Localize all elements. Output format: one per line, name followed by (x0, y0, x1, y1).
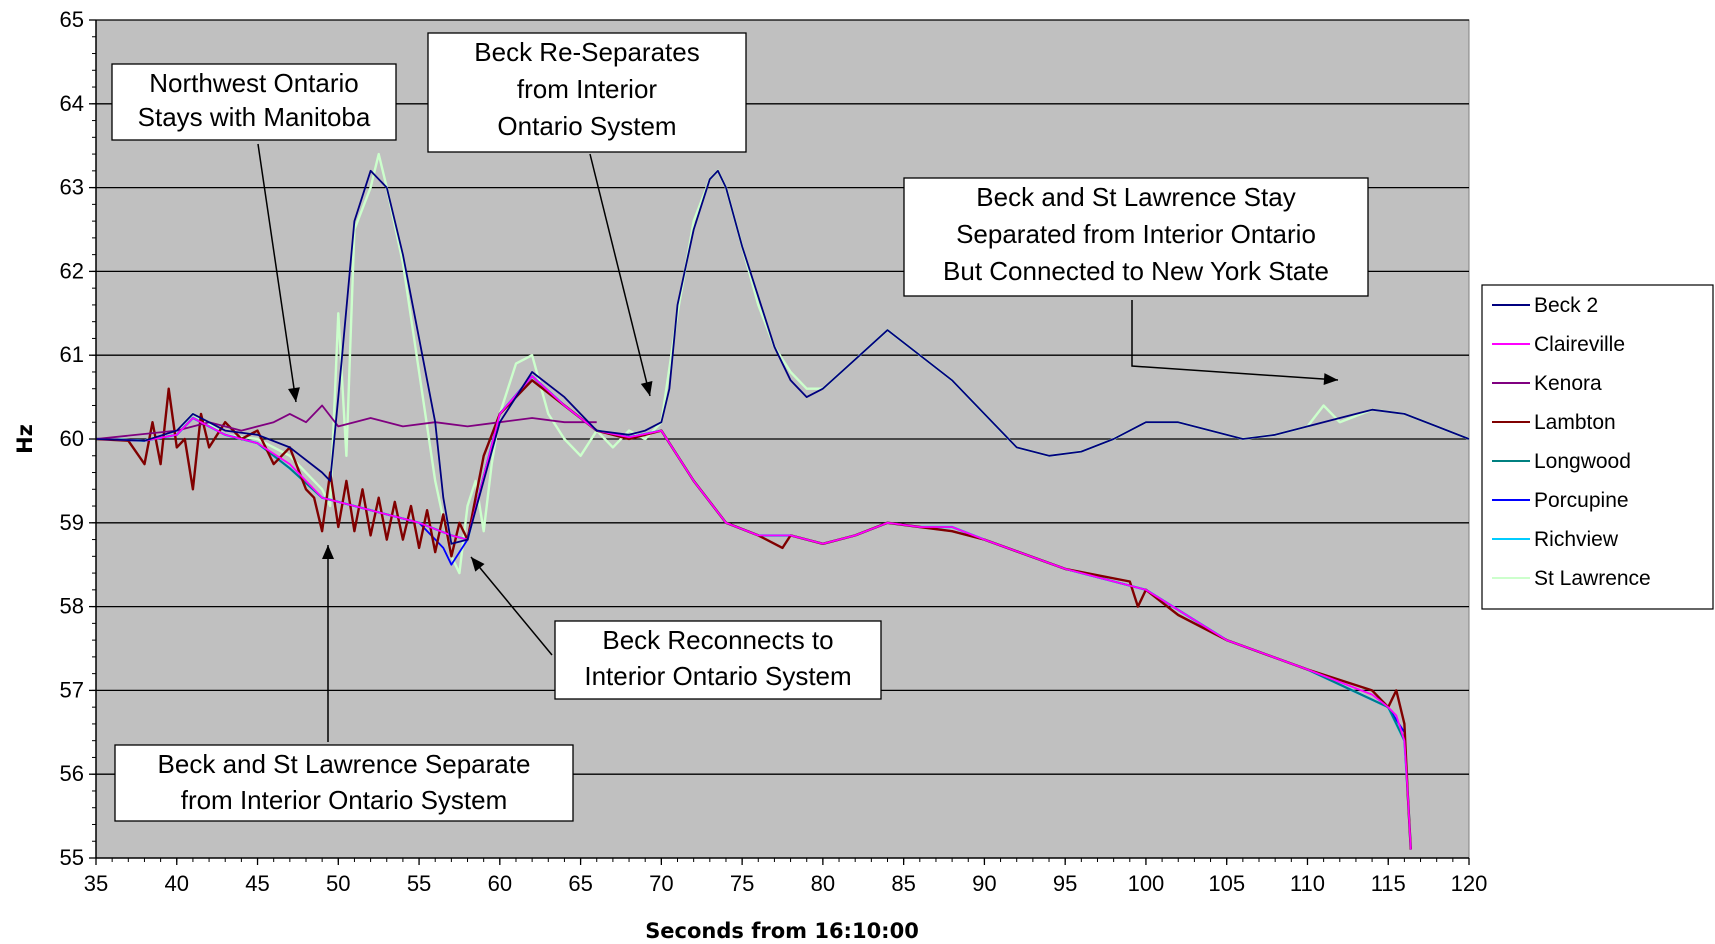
x-tick-label: 120 (1451, 871, 1488, 896)
y-tick-label: 65 (60, 7, 84, 32)
x-tick-label: 50 (326, 871, 350, 896)
arrow-head (1323, 373, 1338, 386)
arrow-head (640, 380, 653, 396)
annotation-arrow (257, 143, 297, 403)
annotation-box (554, 620, 882, 700)
legend-label: St Lawrence (1534, 567, 1651, 590)
annotation-text: Interior Ontario System (584, 661, 851, 691)
annotation-arrow (589, 153, 651, 397)
series-line-beck-2 (95, 169, 1470, 545)
x-tick-label: 95 (1053, 871, 1077, 896)
x-tick-label: 60 (488, 871, 512, 896)
annotation-box (114, 744, 574, 822)
annotation-text: from Interior Ontario System (181, 785, 508, 815)
series-line-claireville (95, 375, 1412, 850)
y-tick-label: 58 (60, 594, 84, 619)
x-axis-title: Seconds from 16:10:00 (645, 919, 919, 943)
legend-label: Longwood (1534, 450, 1631, 473)
arrow-head (288, 387, 300, 402)
annotation-arrow (470, 556, 553, 656)
legend-label: Claireville (1534, 333, 1625, 356)
y-tick-label: 61 (60, 342, 84, 367)
annotation-text: Beck Re-Separates (474, 37, 699, 67)
x-tick-label: 85 (891, 871, 915, 896)
annotation-text: Ontario System (497, 111, 676, 141)
y-tick-label: 60 (60, 426, 84, 451)
annotation-arrow (1131, 300, 1339, 381)
axis-ticks: 55 56 57 58 59 60 61 62 63 64 65 35 40 45 50 55 60 65 70 75… (60, 7, 1488, 896)
annotation-box (427, 32, 747, 153)
series-lines (95, 152, 1470, 850)
arrow-head (322, 545, 334, 559)
legend-label: Lambton (1534, 411, 1616, 434)
x-tick-label: 105 (1208, 871, 1245, 896)
annotation-text: Stays with Manitoba (138, 102, 371, 132)
y-tick-label: 57 (60, 677, 84, 702)
x-tick-label: 45 (245, 871, 269, 896)
series-line-lambton (95, 379, 1412, 850)
legend-label: Beck 2 (1534, 294, 1598, 317)
legend-box (1481, 284, 1714, 610)
annotation-text: Separated from Interior Ontario (956, 219, 1316, 249)
annotation-box (111, 63, 397, 141)
x-tick-label: 115 (1371, 871, 1406, 896)
x-tick-label: 65 (568, 871, 592, 896)
x-tick-label: 55 (407, 871, 431, 896)
y-tick-label: 64 (60, 91, 84, 116)
annotation-text: Beck Reconnects to (602, 625, 833, 655)
y-tick-label: 59 (60, 510, 84, 535)
x-tick-label: 70 (649, 871, 673, 896)
y-axis-title: Hz (13, 424, 37, 454)
x-tick-label: 100 (1128, 871, 1165, 896)
legend: Beck 2 Claireville Kenora Lambton Longwood Po… (1481, 284, 1714, 610)
y-tick-label: 62 (60, 258, 84, 283)
y-tick-label: 55 (60, 845, 84, 870)
x-tick-label: 75 (730, 871, 754, 896)
x-tick-label: 40 (165, 871, 189, 896)
x-tick-label: 90 (972, 871, 996, 896)
x-tick-label: 35 (84, 871, 108, 896)
annotation-text: But Connected to New York State (943, 256, 1329, 286)
annotation-text: Northwest Ontario (149, 68, 359, 98)
annotation-text: from Interior (517, 74, 657, 104)
annotation-box (903, 177, 1369, 297)
series-line-kenora (95, 404, 597, 440)
y-tick-label: 63 (60, 175, 84, 200)
arrow-head (471, 557, 485, 572)
x-tick-label: 80 (811, 871, 835, 896)
annotation-text: Beck and St Lawrence Separate (158, 749, 531, 779)
annotation-text: Beck and St Lawrence Stay (976, 182, 1295, 212)
annotations: Northwest Ontario Stays with Manitoba Beck… (111, 32, 1369, 822)
x-tick-label: 110 (1290, 871, 1325, 896)
legend-label: Porcupine (1534, 489, 1629, 512)
legend-label: Kenora (1534, 372, 1602, 395)
legend-label: Richview (1534, 528, 1619, 551)
y-tick-label: 56 (60, 761, 84, 786)
